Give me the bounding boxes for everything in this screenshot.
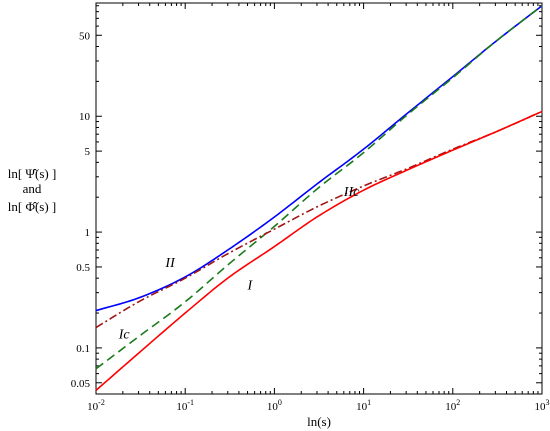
y-axis-title-line-3: ln[ Φ̂(s) ]: [8, 199, 57, 214]
y-tick-label: 0.5: [76, 262, 90, 274]
ticks-layer: [95, 3, 543, 395]
x-axis-title: ln(s): [307, 414, 331, 429]
series-line-ii: [95, 5, 543, 312]
plot-frame: [95, 2, 543, 395]
curve-label-ii: II: [164, 256, 176, 271]
y-axis-title-line-1: ln[ Ψ̂(s) ]: [8, 166, 57, 181]
x-tick-label: 101: [356, 398, 371, 413]
y-axis-title: ln[ Ψ̂(s) ] and ln[ Φ̂(s) ]: [8, 166, 57, 214]
curve-label-iic: IIc: [343, 185, 360, 200]
y-tick-label: 5: [85, 146, 91, 158]
series-layer: [95, 5, 543, 391]
curve-label-ic: Ic: [118, 328, 131, 343]
curve-label-i: I: [247, 278, 254, 293]
y-tick-label: 0.05: [71, 378, 91, 390]
y-tick-label: 1: [85, 227, 91, 239]
series-line-ic: [95, 110, 543, 329]
y-axis-title-line-2: and: [23, 181, 42, 196]
x-tick-label: 10-2: [87, 398, 105, 413]
y-tick-label: 50: [79, 30, 91, 42]
y-tick-label: 10: [79, 111, 91, 123]
y-tick-label: 0.1: [76, 343, 90, 355]
label-layer: 10-2 10-1 100 101 102 1030.050.10.5151050IIII…: [71, 30, 550, 413]
x-tick-label: 103: [535, 398, 550, 413]
x-tick-label: 100: [267, 398, 282, 413]
x-tick-label: 102: [445, 398, 460, 413]
series-line-iic: [95, 5, 543, 370]
series-line-i: [95, 110, 543, 391]
x-tick-label: 10-1: [176, 398, 194, 413]
